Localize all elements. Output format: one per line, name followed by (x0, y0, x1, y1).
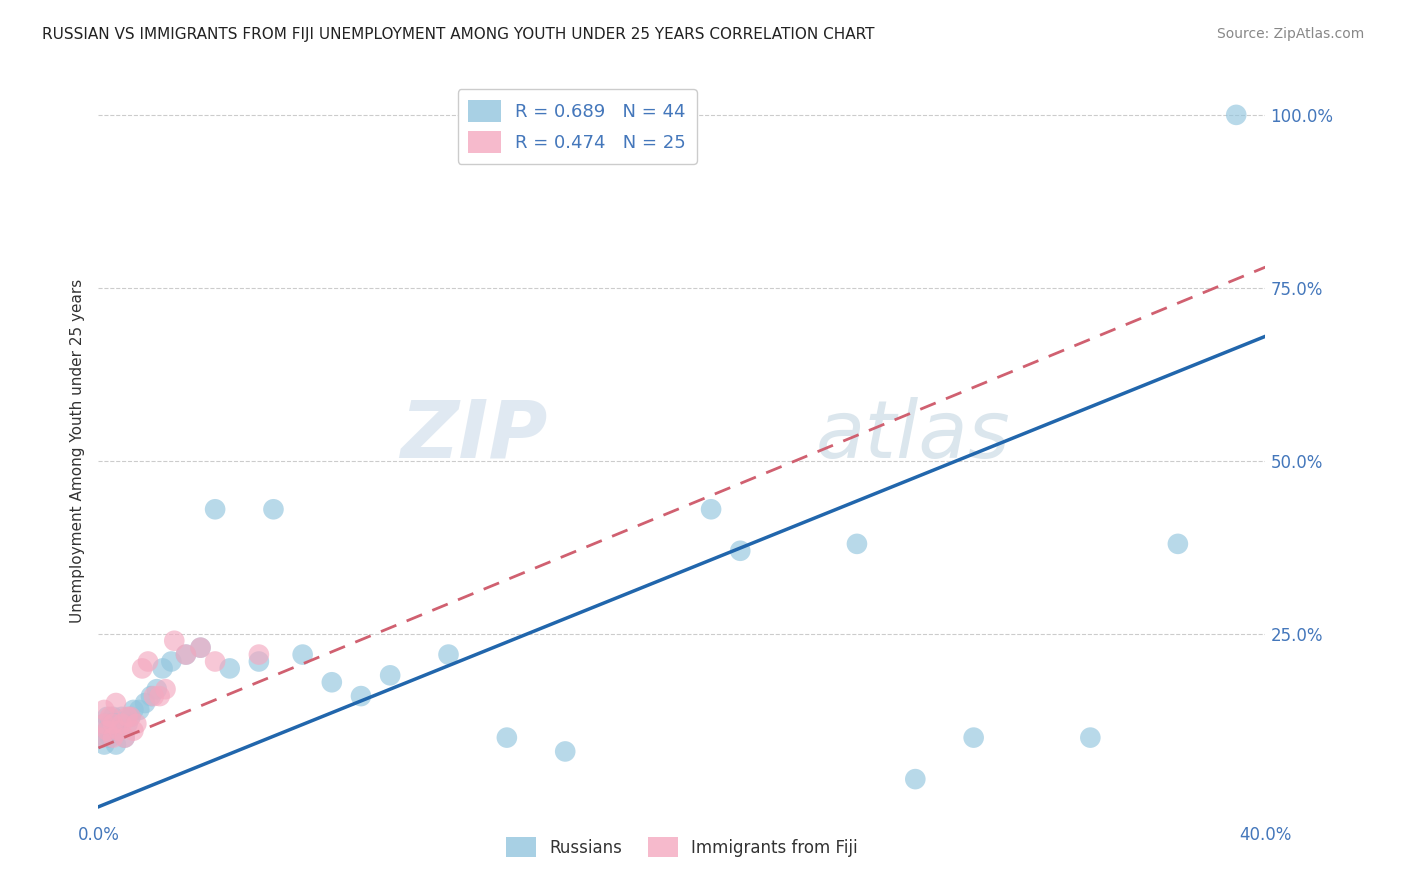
Point (93, 716, 115, 731)
Point (190, 640, 212, 655)
Point (262, 502, 284, 516)
Point (247, 655, 270, 669)
Point (117, 710, 139, 724)
Point (149, 689, 172, 703)
Point (321, 675, 343, 690)
Point (174, 648, 197, 662)
Point (111, 710, 134, 724)
Point (136, 655, 159, 669)
Point (117, 716, 139, 731)
Point (160, 655, 183, 669)
Point (114, 731, 136, 745)
Point (152, 661, 174, 675)
Point (962, 731, 984, 745)
Point (108, 723, 131, 738)
Point (98, 710, 121, 724)
Point (1080, 731, 1102, 745)
Point (122, 703, 145, 717)
Point (120, 710, 142, 724)
Point (846, 537, 869, 551)
Point (125, 716, 148, 731)
Point (146, 682, 169, 697)
Point (93, 703, 115, 717)
Point (101, 731, 124, 745)
Point (218, 661, 240, 675)
Point (174, 648, 197, 662)
Point (101, 716, 124, 731)
Point (1167, 537, 1189, 551)
Point (108, 723, 131, 738)
Point (700, 502, 723, 516)
Point (93, 716, 115, 731)
Point (437, 648, 460, 662)
Point (155, 682, 177, 697)
Point (134, 696, 156, 710)
Point (163, 633, 186, 648)
Point (111, 716, 134, 731)
Point (291, 648, 314, 662)
Point (204, 502, 226, 516)
Point (496, 731, 519, 745)
Point (554, 744, 576, 758)
Y-axis label: Unemployment Among Youth under 25 years: Unemployment Among Youth under 25 years (69, 278, 84, 623)
Point (90, 731, 112, 745)
Point (98, 731, 121, 745)
Point (114, 731, 136, 745)
Point (128, 703, 150, 717)
Point (104, 716, 127, 731)
Point (90, 731, 112, 745)
Text: Source: ZipAtlas.com: Source: ZipAtlas.com (1216, 27, 1364, 41)
Point (101, 723, 124, 738)
Point (96, 723, 118, 738)
Point (104, 738, 127, 752)
Legend: Russians, Immigrants from Fiji: Russians, Immigrants from Fiji (499, 830, 865, 864)
Point (104, 696, 127, 710)
Point (380, 668, 402, 682)
Point (247, 648, 270, 662)
Point (204, 655, 226, 669)
Point (101, 710, 124, 724)
Point (1225, 108, 1247, 122)
Point (131, 661, 153, 675)
Point (96, 710, 118, 724)
Point (93, 738, 115, 752)
Point (350, 689, 373, 703)
Text: RUSSIAN VS IMMIGRANTS FROM FIJI UNEMPLOYMENT AMONG YOUTH UNDER 25 YEARS CORRELAT: RUSSIAN VS IMMIGRANTS FROM FIJI UNEMPLOY… (42, 27, 875, 42)
Point (904, 772, 927, 786)
Text: atlas: atlas (815, 397, 1011, 475)
Point (142, 689, 165, 703)
Text: ZIP: ZIP (401, 397, 548, 475)
Point (122, 723, 145, 738)
Point (730, 543, 752, 558)
Point (96, 723, 118, 738)
Point (120, 710, 142, 724)
Point (98, 716, 121, 731)
Point (190, 640, 212, 655)
Point (139, 689, 162, 703)
